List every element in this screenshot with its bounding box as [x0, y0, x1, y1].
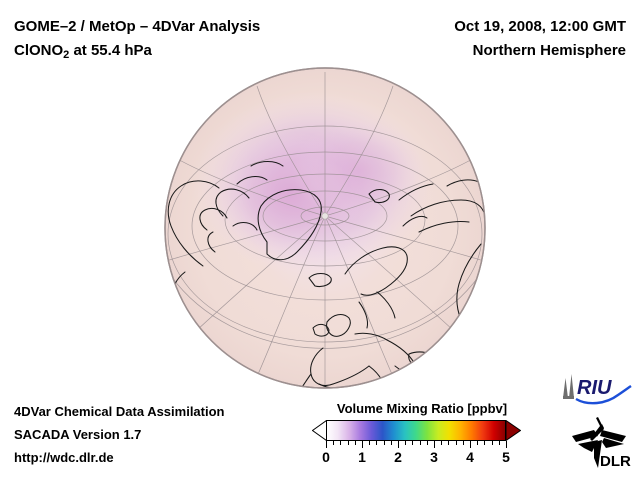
colorbar-tick-minor [426, 441, 428, 445]
colorbar-tick-label: 1 [358, 449, 366, 465]
colorbar-tick-label: 2 [394, 449, 402, 465]
subtitle-subscript: 2 [63, 49, 70, 61]
colorbar-tick-minor [412, 441, 414, 445]
colorbar: Volume Mixing Ratio [ppbv] 0 1 2 3 4 5 [306, 401, 538, 465]
dlr-logo: DLR [572, 416, 631, 470]
colorbar-tick-label: 4 [466, 449, 474, 465]
colorbar-ticks [326, 441, 507, 448]
colorbar-tick-minor [383, 441, 385, 445]
colorbar-tick-major [326, 441, 327, 448]
timestamp-label: Oct 19, 2008, 12:00 GMT [454, 18, 626, 35]
colorbar-extend-right-arrow [505, 420, 521, 441]
colorbar-tick-minor [419, 441, 421, 445]
colorbar-gradient [326, 420, 506, 441]
colorbar-tick-major [506, 441, 507, 448]
colorbar-tick-minor [340, 441, 342, 445]
colorbar-tick-minor [462, 441, 464, 445]
subtitle-level: at 55.4 hPa [69, 42, 152, 59]
riu-towers-icon [563, 374, 574, 399]
page-title: GOME–2 / MetOp – 4DVar Analysis [14, 18, 261, 35]
colorbar-tick-major [398, 441, 399, 448]
footer-line-url[interactable]: http://wdc.dlr.de [14, 450, 114, 465]
colorbar-tick-minor [448, 441, 450, 445]
colorbar-tick-minor [484, 441, 486, 445]
colorbar-tick-label: 3 [430, 449, 438, 465]
colorbar-tick-major [362, 441, 363, 448]
footer-line-project: 4DVar Chemical Data Assimilation [14, 404, 225, 419]
header-left-block: GOME–2 / MetOp – 4DVar Analysis ClONO2 a… [14, 15, 260, 67]
riu-wave-icon [575, 385, 632, 405]
colorbar-tick-label: 0 [322, 449, 330, 465]
footer-text-block: 4DVar Chemical Data Assimilation SACADA … [14, 400, 225, 469]
globe-rim [164, 67, 486, 389]
colorbar-tick-major [470, 441, 471, 448]
colorbar-tick-minor [455, 441, 457, 445]
header-right-block: Oct 19, 2008, 12:00 GMT Northern Hemisph… [454, 15, 626, 63]
colorbar-tick-minor [376, 441, 378, 445]
colorbar-tick-label: 5 [502, 449, 510, 465]
colorbar-tick-minor [333, 441, 335, 445]
page-subtitle: ClONO2 at 55.4 hPa [14, 39, 260, 67]
colorbar-scale: 0 1 2 3 4 5 [306, 420, 538, 465]
colorbar-tick-minor [477, 441, 479, 445]
colorbar-tick-minor [441, 441, 443, 445]
colorbar-tick-minor [491, 441, 493, 445]
region-label: Northern Hemisphere [472, 42, 626, 59]
colorbar-tick-minor [354, 441, 356, 445]
footer-line-version: SACADA Version 1.7 [14, 427, 142, 442]
dlr-wordmark: DLR [600, 453, 631, 470]
colorbar-tick-major [434, 441, 435, 448]
colorbar-tick-minor [498, 441, 500, 445]
riu-wordmark: RIU [577, 377, 612, 399]
riu-logo: RIU [563, 374, 632, 405]
globe-map [163, 66, 487, 390]
plume-secondary [293, 120, 425, 220]
colorbar-tick-minor [369, 441, 371, 445]
subtitle-species: ClONO [14, 42, 64, 59]
north-pole-marker [321, 212, 329, 220]
colorbar-tick-labels: 0 1 2 3 4 5 [322, 449, 510, 467]
colorbar-tick-minor [405, 441, 407, 445]
colorbar-tick-minor [390, 441, 392, 445]
colorbar-tick-minor [347, 441, 349, 445]
colorbar-title: Volume Mixing Ratio [ppbv] [336, 401, 508, 416]
colorbar-extend-left-arrow [312, 420, 327, 441]
dlr-pinwheel-icon [572, 416, 626, 468]
